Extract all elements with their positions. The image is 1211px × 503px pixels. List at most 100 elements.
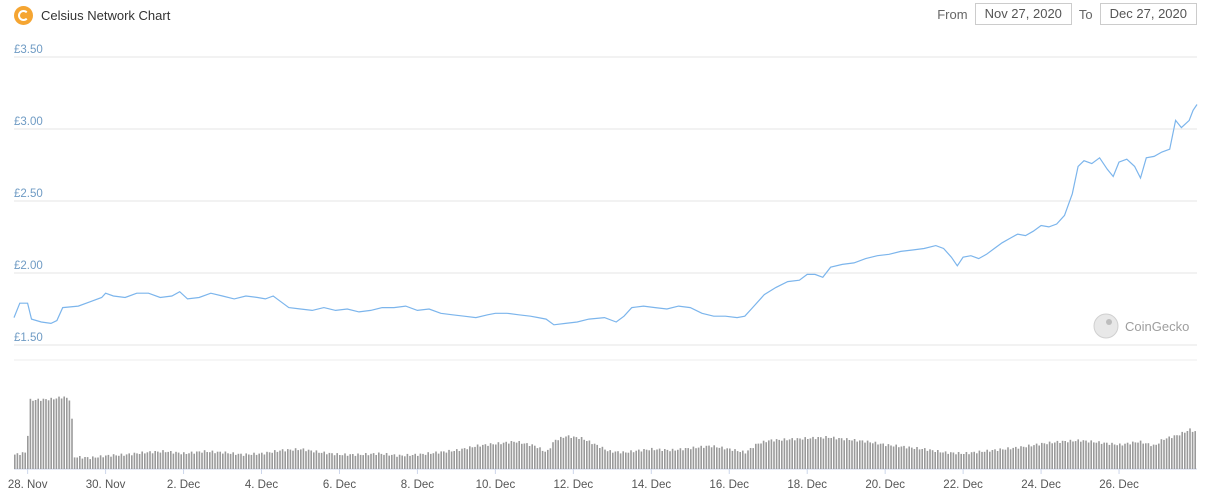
volume-bar xyxy=(1111,442,1113,469)
volume-bar xyxy=(73,457,76,469)
y-tick-label: £3.00 xyxy=(14,116,43,128)
volume-bar xyxy=(141,451,143,469)
volume-bar xyxy=(1090,440,1092,469)
volume-bar xyxy=(27,435,29,469)
to-label: To xyxy=(1078,6,1093,22)
volume-bar xyxy=(448,449,450,469)
volume-bar xyxy=(1113,444,1116,469)
volume-bar xyxy=(861,440,864,469)
volume-bar xyxy=(721,446,723,469)
from-label: From xyxy=(937,6,968,22)
volume-bar xyxy=(261,452,263,469)
volume-bar xyxy=(391,454,393,469)
volume-bar xyxy=(1163,439,1165,469)
volume-bar xyxy=(796,438,799,469)
volume-bar xyxy=(1095,442,1098,469)
volume-bar xyxy=(770,439,773,469)
volume-bar xyxy=(339,455,341,469)
volume-bar xyxy=(970,452,973,469)
volume-bar xyxy=(1147,443,1150,469)
volume-bar xyxy=(807,439,809,469)
volume-bar xyxy=(1020,446,1022,469)
volume-bar xyxy=(281,449,284,469)
volume-bar xyxy=(385,453,388,469)
volume-bar xyxy=(736,451,739,469)
volume-bar xyxy=(848,440,851,469)
volume-bar xyxy=(1061,440,1064,469)
volume-bar xyxy=(333,455,336,469)
volume-bar xyxy=(263,454,266,469)
volume-bar xyxy=(437,453,440,469)
volume-bar xyxy=(900,446,903,469)
price-line xyxy=(13,104,1198,326)
volume-bar xyxy=(1139,440,1142,469)
volume-bar xyxy=(671,448,674,469)
volume-bar xyxy=(521,443,523,469)
volume-bar xyxy=(81,458,84,469)
volume-bar xyxy=(34,400,37,469)
volume-bar xyxy=(1038,445,1040,469)
from-date-input[interactable]: Nov 27, 2020 xyxy=(974,3,1072,25)
volume-bar xyxy=(892,446,895,469)
volume-bar xyxy=(1082,440,1085,469)
volume-bar xyxy=(388,455,390,469)
volume-bar xyxy=(872,443,874,469)
volume-bar xyxy=(14,454,16,469)
volume-bar xyxy=(346,455,349,469)
volume-bar xyxy=(131,455,133,469)
volume-bar xyxy=(474,446,476,469)
volume-bar xyxy=(1106,442,1108,469)
volume-bar xyxy=(518,441,520,469)
volume-bar xyxy=(539,447,541,469)
volume-bar xyxy=(40,400,42,469)
volume-bar xyxy=(99,455,102,469)
to-date-input[interactable]: Dec 27, 2020 xyxy=(1099,3,1197,25)
volume-bar xyxy=(924,448,926,469)
volume-bar xyxy=(687,448,689,469)
volume-bar xyxy=(882,443,884,469)
volume-bar xyxy=(60,398,63,469)
volume-bar xyxy=(536,448,539,469)
grid-lines xyxy=(14,56,1197,470)
volume-bar xyxy=(112,454,115,469)
volume-bar xyxy=(716,447,718,469)
volume-bar xyxy=(565,436,567,469)
date-range-selector: From Nov 27, 2020 To Dec 27, 2020 xyxy=(930,3,1197,25)
volume-bar xyxy=(939,452,942,469)
x-tick-label: 18. Dec xyxy=(787,479,827,491)
volume-bar xyxy=(227,453,229,469)
volume-bar xyxy=(599,448,601,469)
volume-bar xyxy=(1100,443,1103,469)
volume-bar xyxy=(94,457,97,469)
volume-bar xyxy=(1077,439,1079,469)
volume-bar xyxy=(170,451,172,469)
volume-bar xyxy=(708,445,710,469)
volume-bar xyxy=(289,449,292,469)
volume-bar xyxy=(1080,441,1082,469)
volume-bar xyxy=(372,453,375,469)
volume-bar xyxy=(138,454,141,469)
volume-bar xyxy=(695,448,697,469)
volume-bar xyxy=(609,450,611,469)
volume-bar xyxy=(950,452,952,469)
x-tick-label: 12. Dec xyxy=(554,479,594,491)
volume-bar xyxy=(523,443,526,469)
volume-bar xyxy=(175,451,177,469)
volume-bar xyxy=(422,453,424,469)
volume-bar xyxy=(645,449,648,469)
volume-bar xyxy=(976,453,978,469)
volume-bar xyxy=(890,445,892,469)
volume-bar xyxy=(128,453,130,469)
volume-bar xyxy=(245,453,247,469)
watermark-text: CoinGecko xyxy=(1125,319,1189,334)
volume-bar xyxy=(788,439,791,469)
volume-bar xyxy=(684,448,687,469)
volume-bar xyxy=(414,453,416,469)
volume-bar xyxy=(164,452,167,469)
volume-bar xyxy=(466,449,468,469)
x-tick-label: 20. Dec xyxy=(865,479,905,491)
volume-bar xyxy=(843,440,845,469)
volume-bar xyxy=(994,449,996,469)
volume-bar xyxy=(586,441,588,469)
